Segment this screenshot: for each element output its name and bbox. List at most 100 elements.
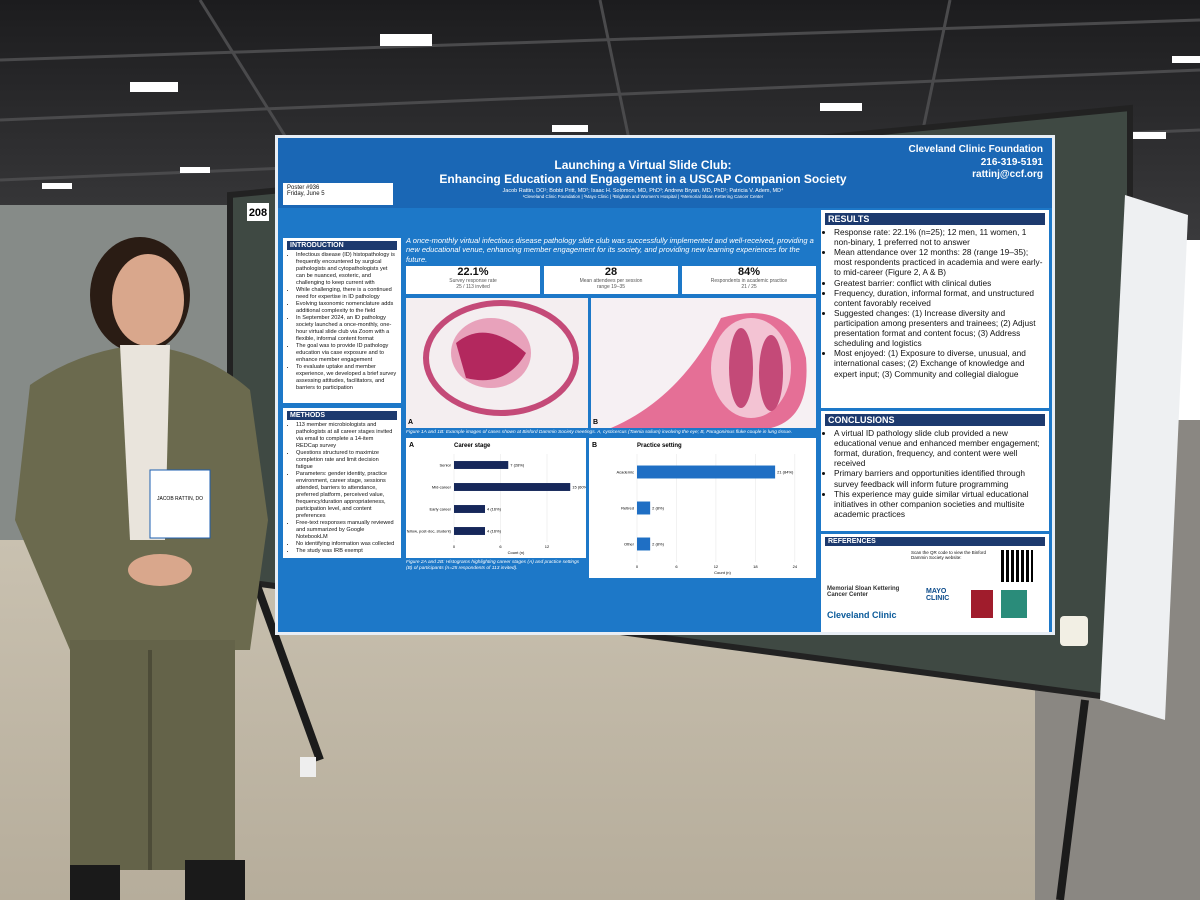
bullet: The goal was to provide ID pathology edu… (296, 343, 397, 364)
bullet: Suggested changes: (1) Increase diversit… (834, 308, 1045, 348)
qr-code (1001, 550, 1033, 582)
cup (1060, 616, 1088, 646)
value-label: 7 (28%) (510, 463, 525, 468)
bullet: This experience may guide similar virtua… (834, 489, 1045, 519)
person: JACOB RATTIN, DO (15, 237, 268, 900)
stat-box: 28 Mean attendees per session range 19–35 (544, 266, 678, 294)
bullet: The study was IRB exempt (296, 548, 397, 555)
name-badge: JACOB RATTIN, DO (157, 496, 203, 502)
poster-header (278, 138, 1052, 208)
stat-label: Mean attendees per session (579, 278, 643, 284)
poster-info: Poster #936 Friday, June 5 (283, 183, 393, 205)
chart-b: B Practice setting 0 6 12 18 24 Count (n) Academ… (589, 438, 816, 578)
bullet: While challenging, there is a continued … (296, 287, 397, 301)
bullet: Frequency, duration, informal format, an… (834, 288, 1045, 308)
conclusions: CONCLUSIONS A virtual ID pathology slide … (821, 411, 1049, 531)
bullet: Mean attendance over 12 months: 28 (rang… (834, 247, 1045, 277)
bar (454, 483, 571, 491)
stat-sub: 25 / 113 invited (456, 284, 490, 290)
bullet: Most enjoyed: (1) Exposure to diverse, u… (834, 348, 1045, 378)
section-heading: METHODS (287, 411, 397, 420)
stat-sub: range 19–35 (596, 284, 626, 290)
authors: Jacob Rattin, DO¹; Bobbi Pritt, MD²; Isa… (502, 188, 784, 194)
contact-phone: 216-319-5191 (980, 156, 1043, 168)
stat-box: 84% Respondents in academic practice 21 / … (682, 266, 816, 294)
logo-harvard (971, 590, 993, 618)
figure2-caption: Figure 2A and 2B: Histograms highlightin… (406, 560, 580, 571)
value-label: 4 (16%) (487, 529, 502, 534)
bullet: Response rate: 22.1% (n=25); 12 men, 11 … (834, 227, 1045, 247)
easel-legs (251, 578, 1089, 900)
value-label: 4 (16%) (487, 507, 502, 512)
figure1-caption: Figure 1A and 1B: Example images of case… (406, 430, 793, 435)
introduction: INTRODUCTION Infectious disease (ID) hist… (283, 238, 401, 403)
poster-number: Poster #936 (287, 185, 320, 191)
image-label: B (593, 419, 599, 426)
chart-title: Career stage (454, 443, 491, 449)
bullet-list: Response rate: 22.1% (n=25); 12 men, 11 … (825, 227, 1045, 379)
bullet: Greatest barrier: conflict with clinical… (834, 278, 1045, 288)
bar (637, 465, 776, 479)
image-label: A (408, 419, 414, 426)
section-heading: RESULTS (825, 213, 1045, 225)
bullet: To evaluate uptake and member experience… (296, 364, 397, 392)
next-poster (1100, 195, 1188, 720)
logo-msk: Memorial Sloan Kettering Cancer Center (827, 586, 900, 598)
title: Enhancing Education and Engagement in a … (439, 172, 847, 186)
x-tick-label: 18 (753, 564, 758, 569)
y-tick-label: Other (624, 542, 635, 547)
value-label: 15 (60%) (572, 485, 586, 490)
bullet: Primary barriers and opportunities ident… (834, 468, 1045, 488)
bullet-list: 113 member microbiologists and pathologi… (287, 422, 397, 555)
stat-box: 22.1% Survey response rate 25 / 113 invite… (406, 266, 540, 294)
qr-text: Scan the QR code to view the Binford Dam… (911, 550, 987, 560)
stat-label: Survey response rate (449, 278, 497, 284)
x-axis-label: Count (n) (508, 550, 525, 555)
chart: A Career stage 0 6 12 Count (n) Senior 7 (28%) M… (374, 442, 589, 555)
bullet-list: A virtual ID pathology slide club provid… (825, 428, 1045, 519)
chart-label: B (592, 442, 597, 449)
bullet: Questions structured to maximize complet… (296, 450, 397, 471)
contact-org: Cleveland Clinic Foundation (908, 144, 1043, 155)
bar (454, 461, 509, 469)
contact-email: rattinj@ccf.org (972, 169, 1043, 180)
title: Launching a Virtual Slide Club: (554, 158, 732, 172)
bar (637, 501, 651, 515)
bullet: 113 member microbiologists and pathologi… (296, 422, 397, 450)
title-block: Launching a Virtual Slide Club: Enhancin… (408, 158, 878, 199)
x-tick-label: 12 (714, 564, 719, 569)
y-tick-label: Senior (439, 463, 451, 468)
contact: Cleveland Clinic Foundation 216-319-5191… (878, 144, 1043, 182)
value-label: 21 (84%) (777, 470, 794, 475)
x-tick-label: 12 (545, 544, 550, 549)
references-heading: REFERENCES (825, 537, 1045, 546)
bar (637, 537, 651, 551)
value-label: 2 (8%) (652, 506, 664, 511)
bullet: Infectious disease (ID) histopathology i… (296, 252, 397, 287)
board-number-tag (247, 203, 269, 221)
micrograph (611, 313, 807, 428)
bar (454, 505, 485, 513)
results: RESULTS Response rate: 22.1% (n=25); 12 m… (821, 210, 1049, 408)
logo-brigham (1001, 590, 1027, 618)
bar (454, 527, 485, 535)
y-tick-label: Mid-career (432, 485, 452, 490)
logo-mayo: MAYO CLINIC (926, 588, 950, 602)
references: REFERENCES Scan the QR code to view the … (821, 534, 1049, 632)
bullet: Free-text responses manually reviewed an… (296, 520, 397, 541)
chart-a: A Career stage 0 6 12 Count (n) Senior 7 (28%) M… (374, 438, 589, 558)
y-tick-label: Trainee (resident, fellow, post-doc, stu… (406, 529, 452, 534)
bullet: In September 2024, an ID pathology socie… (296, 315, 397, 343)
poster: Poster #936 Friday, June 5 Launching a V… (275, 135, 1055, 635)
x-axis-label: Count (n) (714, 570, 731, 575)
logo-cleveland: Cleveland Clinic (827, 610, 897, 620)
stats: 22.1% Survey response rate 25 / 113 invite… (406, 266, 816, 294)
x-tick-label: 6 (499, 544, 502, 549)
bullet: No identifying information was collected (296, 541, 397, 548)
summary: A once-monthly virtual infectious diseas… (406, 236, 814, 264)
bullet: Parameters: gender identity, practice en… (296, 471, 397, 520)
poster-date: Friday, June 5 (287, 191, 325, 197)
stat-sub: 21 / 25 (741, 284, 757, 290)
chart-title: Practice setting (637, 443, 682, 449)
